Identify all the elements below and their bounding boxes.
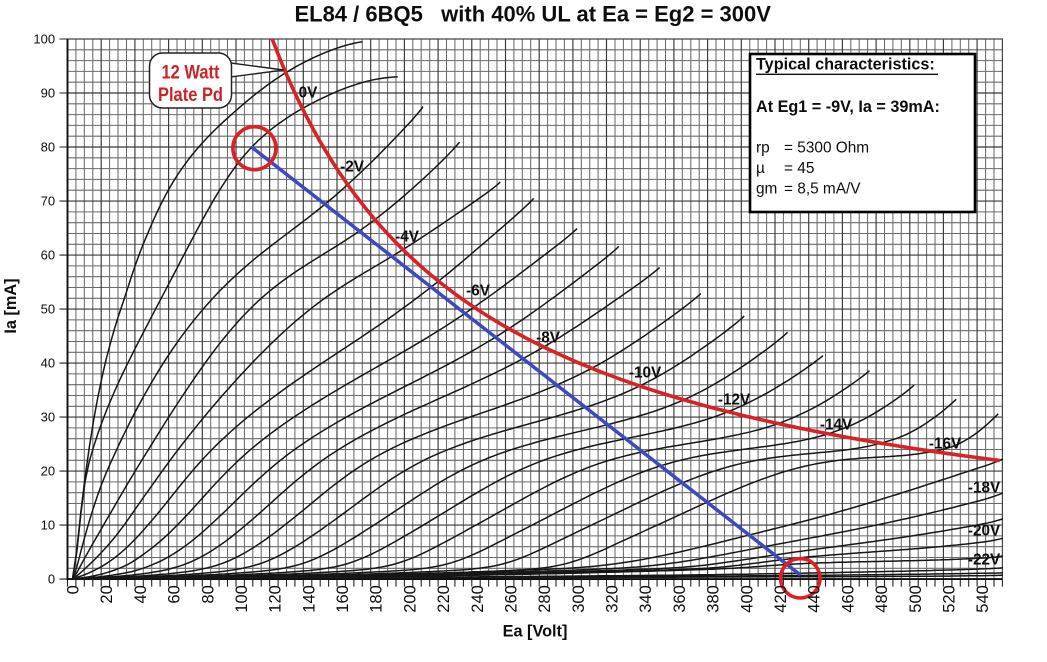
svg-text:20: 20 (98, 585, 116, 603)
svg-text:40: 40 (132, 585, 150, 603)
svg-text:240: 240 (469, 585, 487, 613)
svg-text:-2V: -2V (340, 159, 365, 176)
svg-text:-8V: -8V (536, 330, 561, 347)
svg-text:At Eg1 = -9V, Ia = 39mA:: At Eg1 = -9V, Ia = 39mA: (756, 98, 940, 116)
svg-text:100: 100 (233, 585, 251, 613)
svg-text:-6V: -6V (466, 283, 491, 300)
svg-text:-12V: -12V (718, 392, 751, 409)
svg-text:200: 200 (401, 585, 419, 613)
svg-text:50: 50 (41, 302, 55, 317)
svg-text:-22V: -22V (968, 552, 1001, 569)
svg-text:Ia [mA]: Ia [mA] (2, 278, 20, 333)
svg-text:520: 520 (940, 585, 958, 613)
svg-text:0: 0 (48, 572, 55, 587)
svg-text:= 8,5 mA/V: = 8,5 mA/V (784, 181, 861, 198)
svg-text:60: 60 (41, 248, 55, 263)
svg-text:320: 320 (604, 585, 622, 613)
svg-text:gm: gm (756, 181, 777, 198)
svg-text:µ: µ (756, 160, 765, 177)
svg-text:100: 100 (33, 32, 55, 47)
svg-text:-14V: -14V (820, 417, 853, 434)
svg-text:280: 280 (536, 585, 554, 613)
svg-text:440: 440 (806, 585, 824, 613)
svg-text:rp: rp (756, 140, 770, 157)
svg-text:120: 120 (267, 585, 285, 613)
svg-text:Plate Pd: Plate Pd (158, 85, 223, 106)
svg-text:80: 80 (199, 585, 217, 603)
svg-text:Ea [Volt]: Ea [Volt] (503, 623, 568, 641)
svg-text:420: 420 (772, 585, 790, 613)
svg-text:EL84 / 6BQ5 with 40% UL at E: EL84 / 6BQ5 with 40% UL at Ea = Eg2 = 30… (294, 2, 771, 27)
svg-text:180: 180 (368, 585, 386, 613)
svg-text:-16V: -16V (929, 436, 962, 453)
svg-text:540: 540 (974, 585, 992, 613)
svg-text:400: 400 (738, 585, 756, 613)
svg-text:300: 300 (570, 585, 588, 613)
svg-text:Typical characteristics:: Typical characteristics: (756, 56, 935, 74)
svg-text:340: 340 (637, 585, 655, 613)
svg-text:260: 260 (503, 585, 521, 613)
svg-text:-4V: -4V (395, 229, 420, 246)
svg-text:0: 0 (65, 585, 83, 594)
svg-text:-18V: -18V (968, 480, 1001, 497)
svg-text:480: 480 (873, 585, 891, 613)
svg-text:220: 220 (435, 585, 453, 613)
svg-text:= 45: = 45 (784, 160, 814, 177)
svg-text:20: 20 (41, 464, 55, 479)
svg-text:30: 30 (41, 410, 55, 425)
svg-text:380: 380 (705, 585, 723, 613)
svg-text:10: 10 (41, 518, 55, 533)
svg-text:-20V: -20V (968, 523, 1001, 540)
svg-text:12 Watt: 12 Watt (162, 63, 221, 84)
svg-text:-10V: -10V (629, 365, 662, 382)
svg-text:70: 70 (41, 194, 55, 209)
svg-text:0V: 0V (299, 85, 319, 102)
svg-text:160: 160 (334, 585, 352, 613)
svg-text:80: 80 (41, 140, 55, 155)
svg-text:90: 90 (41, 86, 55, 101)
svg-text:140: 140 (300, 585, 318, 613)
svg-text:40: 40 (41, 356, 55, 371)
svg-text:360: 360 (671, 585, 689, 613)
svg-text:= 5300 Ohm: = 5300 Ohm (784, 140, 869, 157)
svg-text:60: 60 (166, 585, 184, 603)
svg-text:460: 460 (839, 585, 857, 613)
svg-text:500: 500 (907, 585, 925, 613)
